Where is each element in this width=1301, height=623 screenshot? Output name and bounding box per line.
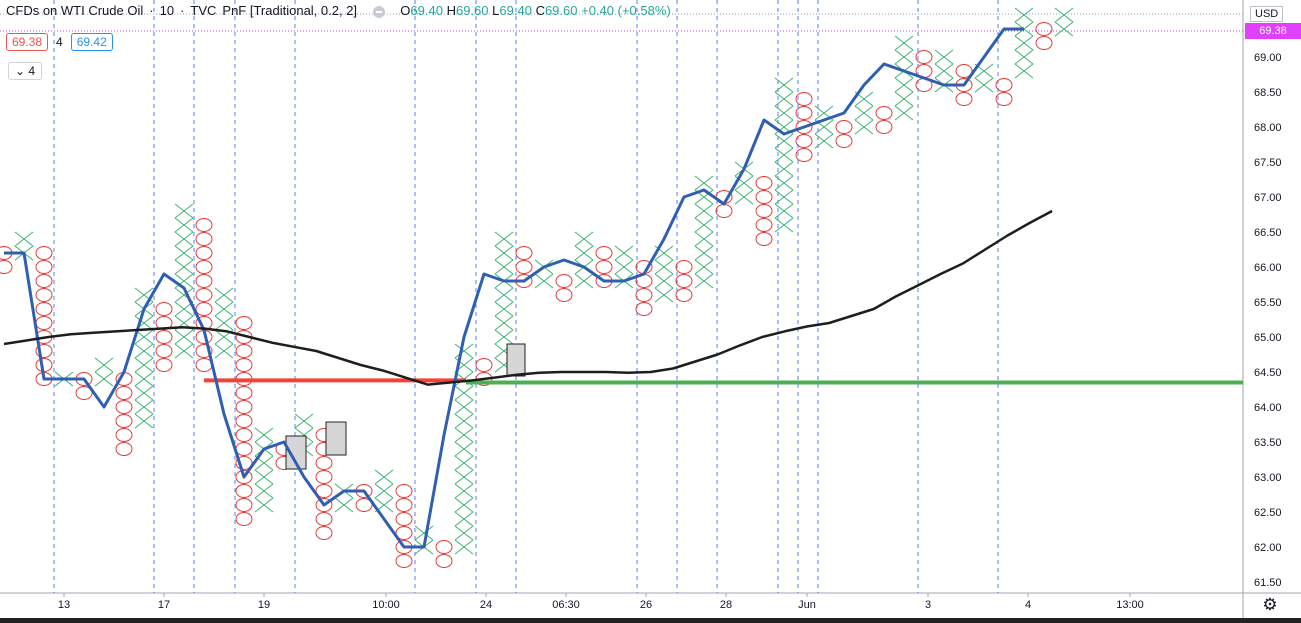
- x-column: [774, 77, 794, 233]
- y-tick-label: 61.50: [1254, 577, 1282, 589]
- y-tick-label: 66.00: [1254, 262, 1282, 274]
- o-column: [675, 260, 693, 302]
- exchange: TVC: [190, 3, 217, 18]
- close-value: 69.60: [544, 3, 578, 18]
- y-tick-label: 66.50: [1254, 227, 1282, 239]
- y-tick-label: 63.00: [1254, 472, 1282, 484]
- o-column: [835, 120, 853, 148]
- open-value: 69.40: [410, 3, 443, 18]
- last-price-tag: 69.38: [1245, 23, 1301, 39]
- x-tick-label: 13:00: [1116, 599, 1144, 611]
- chart-type: PnF [Traditional, 0.2, 2]: [222, 3, 358, 18]
- y-tick-label: 68.00: [1254, 122, 1282, 134]
- low-value: 69.40: [499, 3, 532, 18]
- x-tick-label: 3: [925, 599, 931, 611]
- x-column: [894, 35, 914, 121]
- x-tick-label: 13: [58, 599, 70, 611]
- plot-area[interactable]: [0, 0, 1243, 593]
- highlight-box: [506, 343, 526, 377]
- x-column: [694, 175, 714, 289]
- o-column: [995, 78, 1013, 106]
- x-column: [94, 357, 114, 387]
- indicator-count: 4: [28, 64, 36, 78]
- y-tick-label: 69.00: [1254, 52, 1282, 64]
- o-column: [595, 246, 613, 288]
- change-value: +0.40 (+0.58%): [581, 3, 671, 18]
- x-tick-label: 19: [258, 599, 270, 611]
- y-tick-label: 63.50: [1254, 437, 1282, 449]
- bid-ask-row: 69.38 4 69.42: [6, 33, 113, 51]
- x-tick-label: 4: [1025, 599, 1031, 611]
- o-column: [155, 302, 173, 372]
- high-value: 69.60: [455, 3, 489, 18]
- y-tick-label: 67.00: [1254, 192, 1282, 204]
- currency-label[interactable]: USD: [1250, 6, 1284, 22]
- y-tick-label: 62.00: [1254, 542, 1282, 554]
- y-tick-label: 62.50: [1254, 507, 1282, 519]
- price-axis[interactable]: 69.00 68.50 68.00 67.50 67.00 66.50 66.00 65.50…: [1254, 52, 1282, 589]
- x-column: [214, 287, 234, 359]
- x-tick-label: 28: [720, 599, 732, 611]
- x-column: [654, 245, 674, 303]
- gear-icon[interactable]: ⚙: [1262, 595, 1278, 614]
- chevron-down-icon: ⌄: [15, 64, 26, 78]
- highlight-box: [285, 435, 307, 470]
- spread-value: 4: [56, 35, 63, 49]
- x-tick-label: Jun: [798, 599, 816, 611]
- highlight-box: [325, 421, 347, 456]
- o-column: [435, 540, 453, 568]
- y-tick-label: 64.00: [1254, 402, 1282, 414]
- moving-average-line: [3, 209, 1053, 386]
- legend-header: CFDs on WTI Crude Oil · 10 · TVC PnF [Traditi…: [6, 3, 671, 18]
- y-tick-label: 68.50: [1254, 87, 1282, 99]
- o-column: [795, 92, 813, 162]
- interval: 10: [159, 3, 175, 18]
- symbol-name[interactable]: CFDs on WTI Crude Oil: [6, 3, 144, 18]
- x-column: [174, 203, 194, 359]
- ohlc-values: O69.40 H69.60 L69.40 C69.60 +0.40 (+0.58…: [400, 3, 671, 18]
- x-tick-label: 24: [480, 599, 492, 611]
- y-tick-label: 64.50: [1254, 367, 1282, 379]
- hide-legend-icon[interactable]: [372, 5, 385, 18]
- o-column: [195, 218, 213, 372]
- y-tick-label: 65.50: [1254, 297, 1282, 309]
- time-axis[interactable]: 13 17 19 10:00 24 06:30 26 28 Jun 3 4 13:00: [58, 593, 1144, 611]
- o-column: [755, 176, 773, 246]
- x-column: [1054, 7, 1074, 37]
- x-column: [454, 343, 474, 555]
- sell-price[interactable]: 69.38: [6, 33, 49, 51]
- x-column: [934, 49, 954, 93]
- x-column: [854, 91, 874, 135]
- x-tick-label: 06:30: [552, 599, 580, 611]
- x-tick-label: 17: [158, 599, 170, 611]
- o-column: [955, 64, 973, 106]
- o-column: [555, 274, 573, 302]
- y-tick-label: 67.50: [1254, 157, 1282, 169]
- x-tick-label: 26: [640, 599, 652, 611]
- o-column: [635, 260, 653, 316]
- indicator-toggle[interactable]: ⌄ 4: [8, 62, 43, 80]
- buy-price[interactable]: 69.42: [70, 33, 113, 51]
- y-tick-label: 65.00: [1254, 332, 1282, 344]
- x-tick-label: 10:00: [372, 599, 400, 611]
- o-column: [875, 106, 893, 134]
- close-line: [4, 27, 1024, 549]
- o-column: [1035, 22, 1053, 50]
